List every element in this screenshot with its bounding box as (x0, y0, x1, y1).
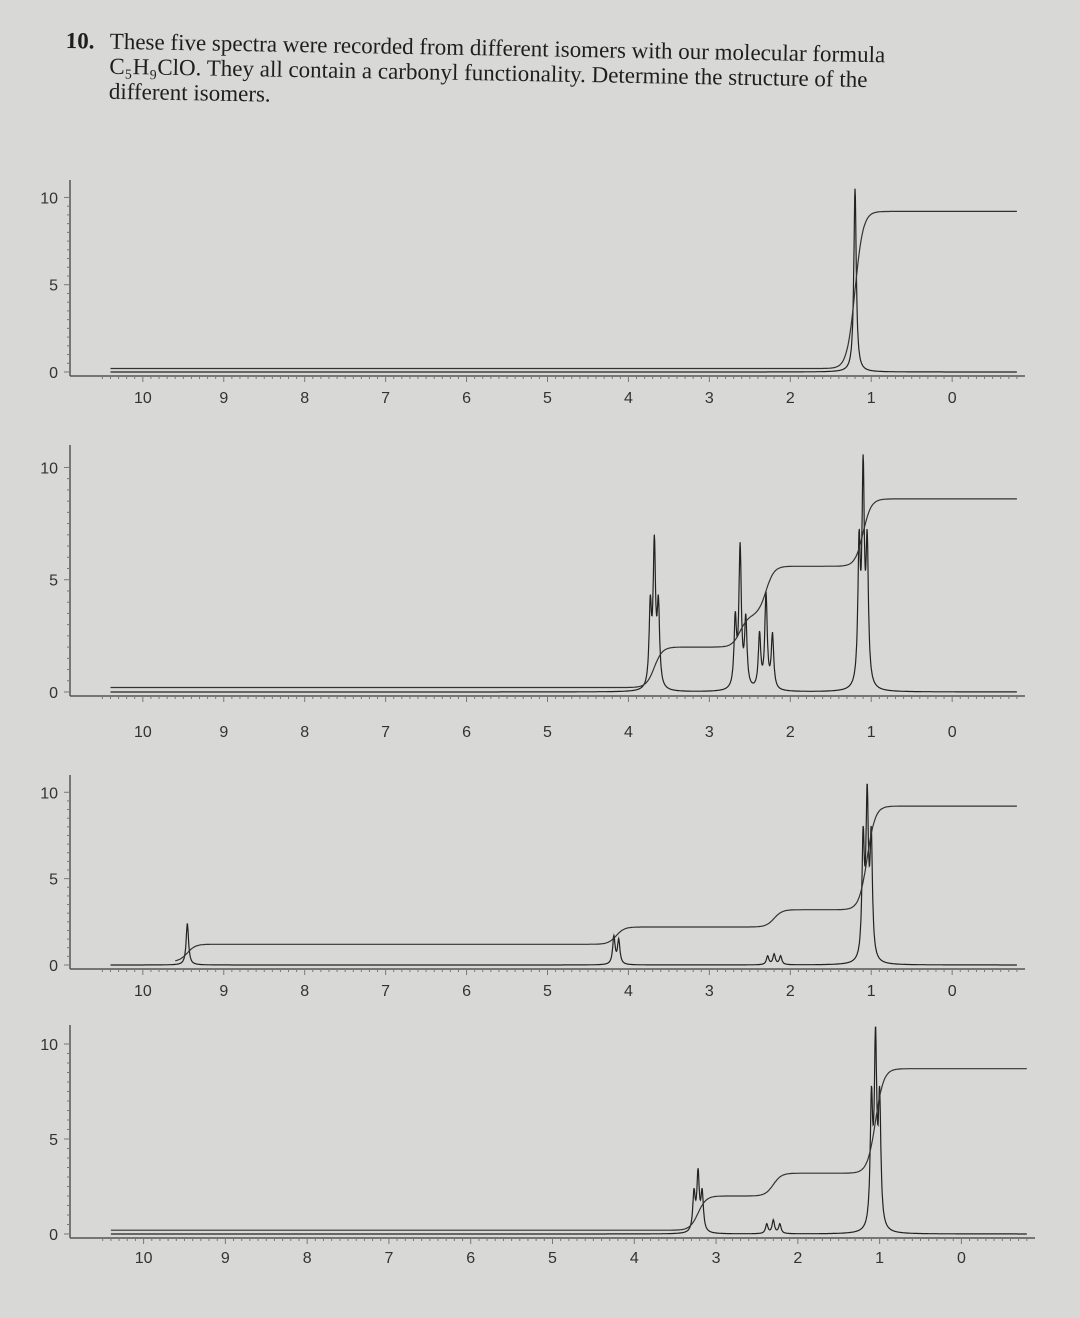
integral-curve-2 (110, 498, 1017, 689)
x-tick-label: 10 (135, 1250, 153, 1267)
x-tick-label: 6 (466, 1250, 475, 1267)
y-tick-label: 5 (49, 1132, 58, 1149)
x-tick-label: 4 (630, 1250, 639, 1267)
spectrum-line-4 (110, 1026, 1027, 1235)
x-tick-label: 4 (624, 390, 633, 407)
x-tick-label: 2 (786, 983, 795, 1000)
x-tick-label: 5 (543, 390, 552, 407)
spectrum-line-2 (110, 454, 1017, 693)
x-tick-label: 1 (867, 983, 876, 1000)
x-tick-label: 9 (219, 390, 228, 407)
x-tick-label: 4 (624, 983, 633, 1000)
integral-curve-4 (110, 1068, 1027, 1231)
x-tick-label: 3 (705, 983, 714, 1000)
x-tick-label: 5 (548, 1250, 557, 1267)
y-tick-label: 10 (40, 1037, 58, 1054)
x-tick-label: 8 (300, 724, 309, 741)
y-tick-label: 5 (49, 278, 58, 295)
x-tick-label: 2 (793, 1250, 802, 1267)
y-tick-label: 5 (49, 573, 58, 590)
integral-curve-1 (110, 210, 1017, 370)
spectrum-line-3 (110, 783, 1017, 966)
x-tick-label: 8 (300, 983, 309, 1000)
x-tick-label: 0 (948, 390, 957, 407)
spectrum-line-1 (110, 188, 1017, 373)
x-tick-label: 9 (219, 983, 228, 1000)
x-tick-label: 1 (867, 724, 876, 741)
x-tick-label: 2 (786, 724, 795, 741)
x-tick-label: 8 (300, 390, 309, 407)
x-tick-label: 10 (134, 724, 152, 741)
x-tick-label: 0 (948, 724, 957, 741)
x-tick-label: 3 (712, 1250, 721, 1267)
x-tick-label: 2 (786, 390, 795, 407)
x-tick-label: 1 (867, 390, 876, 407)
x-tick-label: 0 (957, 1250, 966, 1267)
x-tick-label: 3 (705, 724, 714, 741)
x-tick-label: 9 (221, 1250, 230, 1267)
y-tick-label: 0 (49, 365, 58, 382)
x-tick-label: 0 (948, 983, 957, 1000)
x-tick-label: 7 (381, 390, 390, 407)
y-tick-label: 0 (49, 1227, 58, 1244)
y-tick-label: 0 (49, 685, 58, 702)
y-tick-label: 10 (40, 460, 58, 477)
x-tick-label: 6 (462, 390, 471, 407)
x-tick-label: 6 (462, 983, 471, 1000)
y-tick-label: 10 (40, 785, 58, 802)
y-tick-label: 10 (40, 190, 58, 207)
x-tick-label: 5 (543, 983, 552, 1000)
integral-curve-3 (175, 805, 1017, 962)
x-tick-label: 10 (134, 983, 152, 1000)
x-tick-label: 9 (219, 724, 228, 741)
x-tick-label: 5 (543, 724, 552, 741)
x-tick-label: 8 (303, 1250, 312, 1267)
x-tick-label: 7 (384, 1250, 393, 1267)
x-tick-label: 7 (381, 724, 390, 741)
y-tick-label: 5 (49, 872, 58, 889)
x-tick-label: 10 (134, 390, 152, 407)
x-tick-label: 4 (624, 724, 633, 741)
x-tick-label: 7 (381, 983, 390, 1000)
x-tick-label: 1 (875, 1250, 884, 1267)
y-tick-label: 0 (49, 958, 58, 975)
x-tick-label: 6 (462, 724, 471, 741)
x-tick-label: 3 (705, 390, 714, 407)
